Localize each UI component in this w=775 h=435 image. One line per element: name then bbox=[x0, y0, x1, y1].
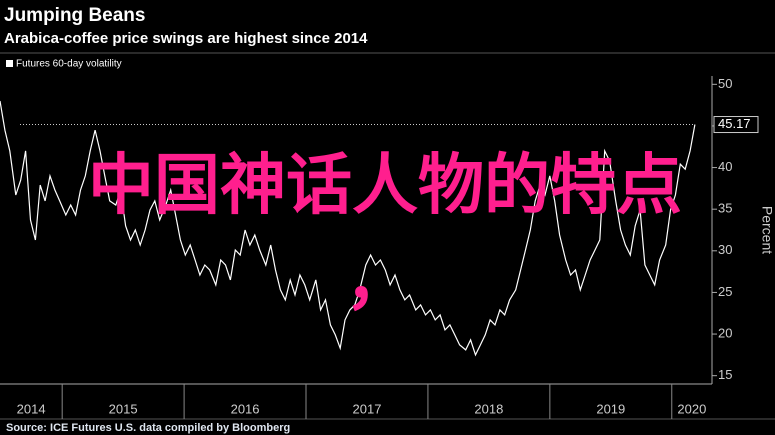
last-value-box bbox=[713, 116, 759, 134]
y-axis-label: Percent bbox=[759, 206, 775, 254]
x-tick-label: 2016 bbox=[231, 401, 260, 416]
legend-label: Futures 60-day volatility bbox=[16, 59, 122, 70]
y-tick-label: 50 bbox=[718, 76, 732, 91]
x-tick-label: 2015 bbox=[109, 401, 138, 416]
overlay-text: 中国神话人物的特点 bbox=[88, 147, 682, 221]
y-tick-label: 15 bbox=[718, 367, 732, 382]
chart-title: Jumping Beans bbox=[4, 5, 145, 26]
overlay-mark: ， bbox=[345, 242, 411, 316]
legend-swatch bbox=[6, 60, 13, 67]
x-tick-label: 2019 bbox=[596, 401, 625, 416]
series-line bbox=[0, 100, 696, 357]
x-tick-label: 2017 bbox=[353, 401, 382, 416]
x-tick-label: 2020 bbox=[677, 401, 706, 416]
chart-subtitle: Arabica-coffee price swings are highest … bbox=[4, 30, 368, 47]
last-value-label: 45.17 bbox=[718, 116, 751, 131]
y-tick-label: 20 bbox=[718, 325, 732, 340]
x-tick-label: 2014 bbox=[17, 401, 46, 416]
y-tick-label: 40 bbox=[718, 159, 732, 174]
y-tick-label: 25 bbox=[718, 284, 732, 299]
y-tick-label: 30 bbox=[718, 242, 732, 257]
y-tick-label: 35 bbox=[718, 201, 732, 216]
source-note: Source: ICE Futures U.S. data compiled b… bbox=[6, 422, 290, 434]
x-tick-label: 2018 bbox=[474, 401, 503, 416]
